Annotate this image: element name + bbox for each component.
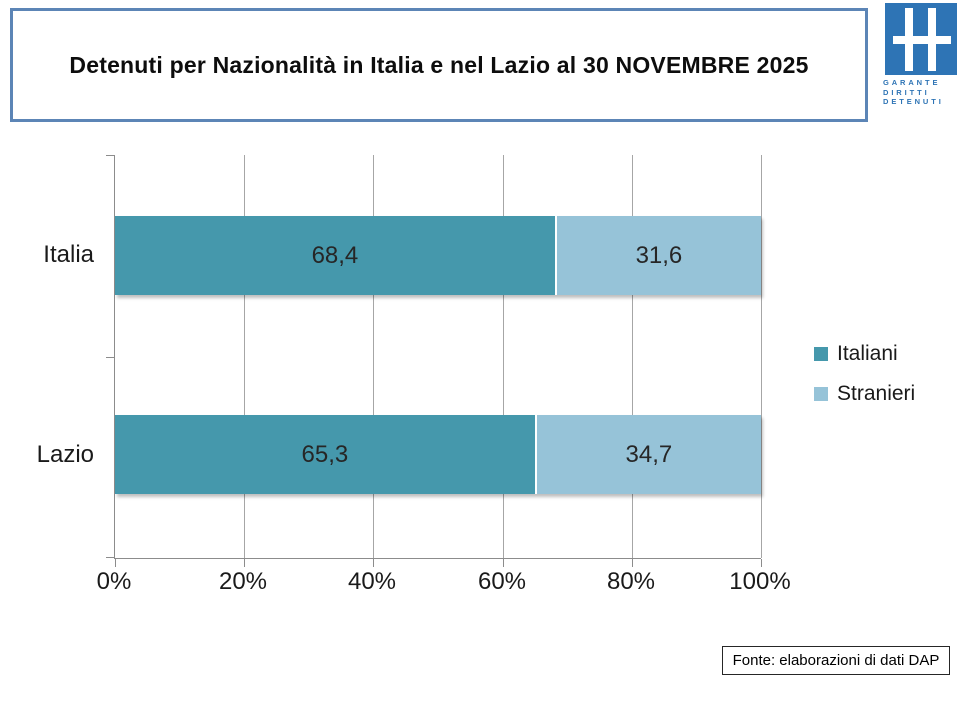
- x-axis-label-40: 40%: [347, 568, 397, 595]
- bar-segment-italia-stranieri: 31,6: [556, 216, 761, 295]
- bar-italia: 68,4 31,6: [115, 216, 761, 295]
- x-axis-label-100: 100%: [729, 568, 791, 595]
- gridline-40: [373, 155, 375, 558]
- title-box: Detenuti per Nazionalità in Italia e nel…: [10, 8, 868, 122]
- legend-swatch-stranieri: [814, 387, 828, 401]
- garante-logo: [885, 3, 957, 75]
- x-axis-tick-100: [761, 559, 762, 567]
- x-axis-tick-80: [631, 559, 633, 567]
- legend-item-italiani: Italiani: [814, 342, 915, 366]
- gridline-100: [761, 155, 762, 558]
- chart-title: Detenuti per Nazionalità in Italia e nel…: [69, 51, 809, 78]
- bar-value-label-italia-stranieri: 31,6: [635, 241, 683, 269]
- bar-segment-lazio-italiani: 65,3: [115, 415, 537, 494]
- gridline-20: [244, 155, 246, 558]
- gridline-80: [631, 155, 633, 558]
- logo-line-2: DIRITTI: [883, 87, 930, 97]
- legend-label-italiani: Italiani: [837, 342, 898, 365]
- bar-segment-italia-italiani: 68,4: [115, 216, 557, 295]
- source-box: Fonte: elaborazioni di dati DAP: [722, 646, 950, 675]
- logo-line-3: DETENUTI: [883, 97, 944, 106]
- bar-value-label-italia-italiani: 68,4: [311, 241, 359, 269]
- legend: Italiani Stranieri: [814, 342, 915, 422]
- legend-swatch-italiani: [814, 347, 828, 361]
- x-axis-tick-0: [115, 559, 116, 567]
- plot-area: 68,4 31,6 65,3 34,7: [106, 155, 762, 567]
- garante-logo-wordmark: GARANTE DIRITTI DETENUTI: [883, 78, 959, 107]
- bar-segment-lazio-stranieri: 34,7: [536, 415, 761, 494]
- gridline-60: [502, 155, 504, 558]
- y-axis-category-label-lazio: Lazio: [36, 441, 94, 468]
- x-axis-label-60: 60%: [477, 568, 527, 595]
- y-axis-tick-middle: [106, 356, 114, 358]
- x-axis-tick-40: [373, 559, 375, 567]
- y-axis-category-label-italia: Italia: [43, 241, 94, 268]
- x-axis-label-0: 0%: [96, 568, 132, 595]
- logo-line-1: GARANTE: [883, 78, 941, 87]
- x-axis-label-80: 80%: [606, 568, 656, 595]
- legend-label-stranieri: Stranieri: [837, 382, 916, 405]
- source-text: Fonte: elaborazioni di dati DAP: [732, 652, 940, 669]
- prison-window-icon: [885, 3, 957, 75]
- bar-value-label-lazio-italiani: 65,3: [301, 440, 349, 468]
- bar-value-label-lazio-stranieri: 34,7: [625, 440, 673, 468]
- bar-lazio: 65,3 34,7: [115, 415, 761, 494]
- x-axis-tick-60: [502, 559, 504, 567]
- x-axis-tick-20: [244, 559, 246, 567]
- legend-item-stranieri: Stranieri: [814, 382, 915, 406]
- y-axis-tick-top: [106, 155, 114, 156]
- x-axis-label-20: 20%: [218, 568, 268, 595]
- y-axis-tick-bottom: [106, 557, 114, 558]
